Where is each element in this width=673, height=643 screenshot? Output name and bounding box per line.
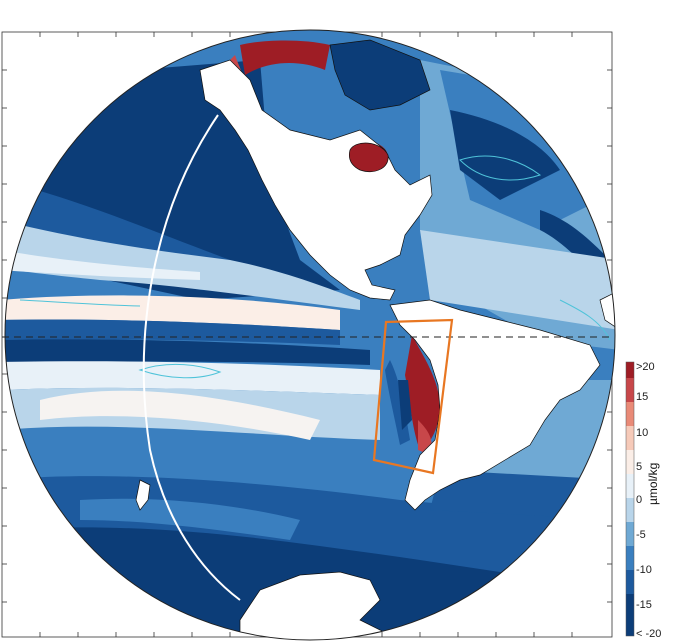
- colorbar-segment: [626, 594, 634, 636]
- colorbar-segment: [626, 570, 634, 594]
- zero-contours: [19, 155, 611, 379]
- colorbar-tick-label: 5: [636, 461, 643, 473]
- colorbar-segment: [626, 362, 634, 378]
- meridian-line: [142, 114, 241, 601]
- greenland-land: [329, 39, 431, 111]
- colorbar-tick-label: -15: [636, 599, 652, 611]
- colorbar-tick-label: -10: [636, 564, 652, 576]
- north-america-land: [199, 59, 433, 301]
- colorbar-tick-label: >20: [636, 361, 655, 373]
- colorbar-segment: [626, 426, 634, 450]
- new-zealand-land: [135, 479, 151, 511]
- colorbar-tick-label: 15: [636, 391, 649, 403]
- colorbar-tick-label: -5: [636, 529, 646, 541]
- colorbar-segment: [626, 474, 634, 498]
- south-america-land: [389, 299, 601, 511]
- colorbar-segment: [626, 402, 634, 426]
- study-region-box: [372, 318, 454, 475]
- globe-outline: [4, 29, 616, 641]
- peru-chile-red-patch: [405, 335, 440, 450]
- colorbar-tick-label: 10: [636, 427, 649, 439]
- antarctica-land: [239, 571, 401, 640]
- colorbar-segment: [626, 378, 634, 402]
- colorbar-unit-label: µmol/kg: [646, 462, 660, 505]
- colorbar-tick-label: 0: [636, 494, 643, 506]
- colorbar-segment: [626, 498, 634, 522]
- colorbar: [625, 361, 635, 637]
- colorbar-segment: [626, 546, 634, 570]
- colorbar-tick-label: < -20: [636, 628, 662, 640]
- hudson-bay-outline: [348, 142, 389, 172]
- colorbar-segment: [626, 450, 634, 474]
- colorbar-segment: [626, 522, 634, 546]
- landmasses: [135, 39, 615, 640]
